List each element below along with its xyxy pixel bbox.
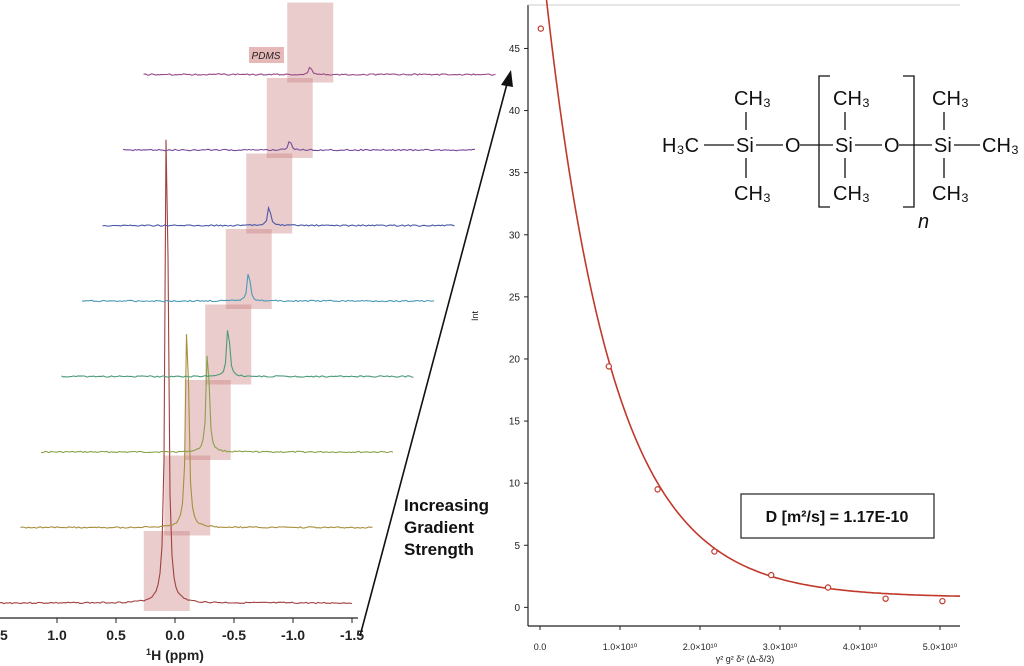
data-point <box>537 25 545 32</box>
gradient-arrow: Increasing Gradient Strength <box>359 70 513 637</box>
chem-ch3-bottom-3: CH₃ <box>932 183 969 205</box>
y-tick-label: 45 <box>509 44 521 55</box>
diffusion-box-frame <box>740 493 935 539</box>
x-tick-label: 5.0×10¹⁰ <box>923 642 958 652</box>
spectrum-trace-g5 <box>81 274 435 303</box>
spectrum-trace-g7 <box>122 140 476 152</box>
chem-ch3-bottom-2: CH₃ <box>833 183 870 205</box>
pdms-structure: H₃C Si CH₃ CH₃ O Si CH₃ CH₃ O n Si CH₃ C… <box>662 75 1019 233</box>
bracket-left <box>818 75 830 208</box>
y-tick-label: 20 <box>509 354 521 365</box>
ppm-tick-label: -1.5 <box>340 627 364 643</box>
y-tick-label: 10 <box>509 479 521 490</box>
chem-o-1: O <box>785 135 801 157</box>
ppm-tick-label: 1.0 <box>47 627 67 643</box>
peak-highlight-box <box>205 304 252 385</box>
pdms-label-box <box>249 47 284 63</box>
ppm-axis: 1.5 1.0 0.5 0.0 -0.5 -1.0 -1.5 1H (ppm) <box>0 617 364 663</box>
arrow-label-line-3: Strength <box>404 540 474 559</box>
y-tick-label: 25 <box>509 292 521 303</box>
data-point <box>605 363 613 370</box>
y-tick-label: 0 <box>514 603 520 614</box>
ppm-axis-label-super: 1 <box>146 647 151 657</box>
ppm-tick-label: -1.0 <box>281 627 305 643</box>
peak-highlight-box <box>184 380 231 460</box>
data-point <box>882 595 889 602</box>
y-axis-label: Int <box>470 311 480 322</box>
spectrum-trace-g3 <box>40 355 394 454</box>
y-tick-label: 5 <box>514 541 520 552</box>
chem-si-1: Si <box>736 135 754 157</box>
fit-curve <box>545 0 961 597</box>
spectrum-trace-g8 <box>143 66 496 76</box>
x-tick-label: 1.0×10¹⁰ <box>603 642 638 652</box>
chem-ch3-top-2: CH₃ <box>833 88 870 110</box>
chem-si-3: Si <box>934 135 952 157</box>
ppm-axis-label: 1H (ppm) <box>146 647 204 663</box>
diffusion-coefficient-label: D [m²/s] = 1.17E-10 <box>766 509 909 526</box>
diffusion-box: D [m²/s] = 1.17E-10 <box>740 493 935 539</box>
spectrum-trace-g6 <box>102 205 455 227</box>
chem-o-2: O <box>884 135 900 157</box>
pdms-annotation: PDMS <box>249 47 284 63</box>
arrow-label-line-1: Increasing <box>404 496 489 515</box>
data-points <box>537 25 946 605</box>
spectrum-trace-g1 <box>0 139 353 605</box>
chem-ch3-right: CH₃ <box>982 135 1019 157</box>
arrow-head <box>501 70 513 87</box>
data-point <box>711 548 718 555</box>
y-tick-group: 0 5 10 15 20 25 30 35 40 45 <box>509 44 528 614</box>
chem-ch3-top-3: CH₃ <box>932 88 969 110</box>
chem-ch3-bottom-1: CH₃ <box>734 183 771 205</box>
y-tick-label: 40 <box>509 106 521 117</box>
chem-n-subscript: n <box>918 211 929 233</box>
data-point <box>939 597 946 605</box>
x-tick-label: 4.0×10¹⁰ <box>843 642 878 652</box>
arrow-shaft <box>359 79 509 637</box>
data-point <box>824 584 832 591</box>
y-tick-label: 30 <box>509 230 521 241</box>
stacked-spectra-panel <box>0 2 496 611</box>
chem-si-2: Si <box>835 135 853 157</box>
x-tick-label: 0.0 <box>534 642 547 652</box>
spectrum-trace-g4 <box>61 330 414 378</box>
x-tick-label: 3.0×10¹⁰ <box>763 642 798 652</box>
peak-highlight-box <box>266 78 313 158</box>
data-point <box>768 571 775 579</box>
ppm-tick-label: -0.5 <box>222 627 246 643</box>
y-tick-label: 35 <box>509 168 521 179</box>
x-axis-label: γ² g² δ² (Δ-δ/3) <box>716 654 775 664</box>
y-tick-label: 15 <box>509 417 521 428</box>
peak-highlight-box <box>287 2 334 83</box>
bracket-right <box>903 75 915 208</box>
ppm-tick-label: 1.5 <box>0 627 8 643</box>
peak-highlight-box <box>143 531 190 611</box>
x-tick-group: 0.0 1.0×10¹⁰ 2.0×10¹⁰ 3.0×10¹⁰ 4.0×10¹⁰ 5.0×1… <box>534 626 958 652</box>
chem-h3c-left: H₃C <box>662 135 699 157</box>
peak-highlight-box <box>246 153 293 234</box>
spectrum-trace-g2 <box>20 334 373 529</box>
decay-plot: 0 5 10 15 20 25 30 35 40 45 0.0 1.0×10¹⁰ 2.0×10¹⁰ 3.… <box>470 0 961 664</box>
peak-highlight-box <box>225 229 272 309</box>
arrow-label-line-2: Gradient <box>404 518 474 537</box>
x-tick-label: 2.0×10¹⁰ <box>683 642 718 652</box>
pdms-label: PDMS <box>252 51 281 62</box>
ppm-tick-label: 0.5 <box>106 627 126 643</box>
chem-ch3-top-1: CH₃ <box>734 88 771 110</box>
peak-highlight-box <box>164 455 211 536</box>
ppm-axis-label-rest: H (ppm) <box>151 647 204 663</box>
ppm-tick-group: 1.5 1.0 0.5 0.0 -0.5 -1.0 -1.5 <box>0 618 364 643</box>
data-point <box>654 486 661 493</box>
ppm-tick-label: 0.0 <box>165 627 185 643</box>
